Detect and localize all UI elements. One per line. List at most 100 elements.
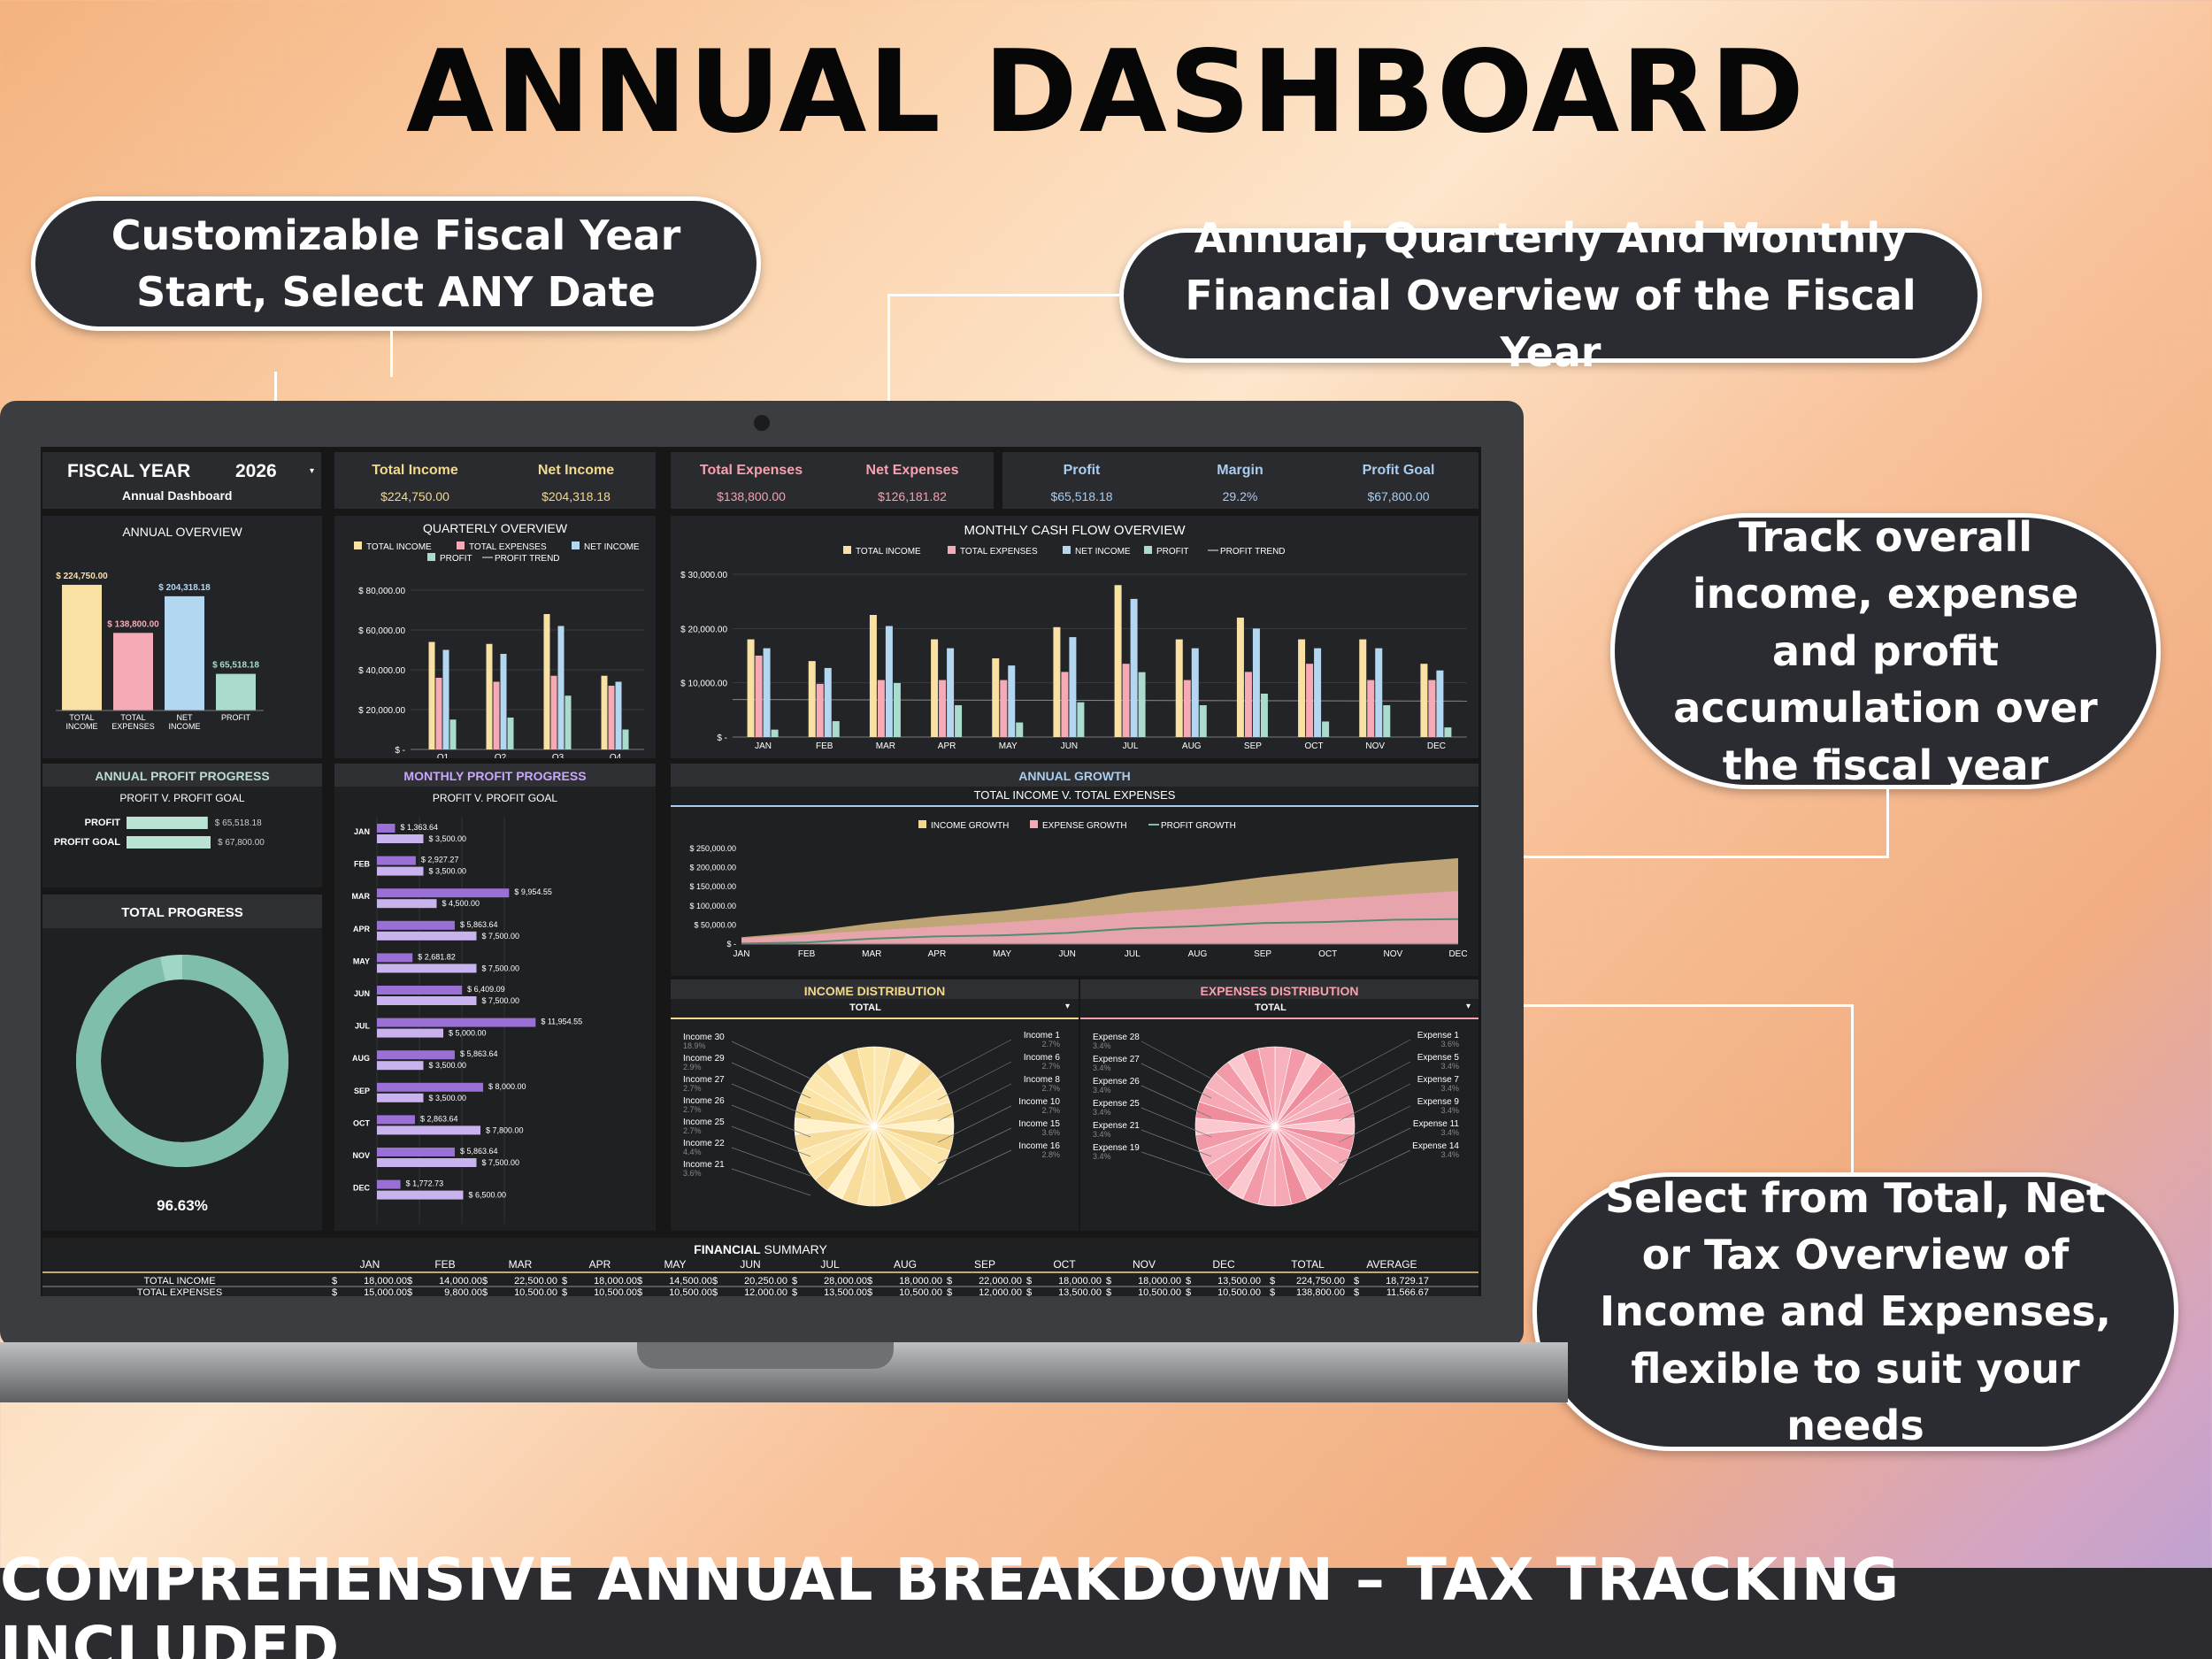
currency-sign: $	[792, 1276, 797, 1286]
table-cell: 18,000.00	[899, 1276, 942, 1286]
kpi-label: Total Expenses	[699, 463, 803, 478]
chevron-down-icon[interactable]: ▾	[310, 466, 315, 476]
expense-dist-selector[interactable]: TOTAL	[1255, 1002, 1286, 1013]
pie-label: Expense 1	[1417, 1031, 1460, 1041]
bar	[615, 681, 622, 749]
table-cell: 10,500.00	[514, 1287, 557, 1296]
currency-sign: $	[712, 1287, 718, 1296]
monthly-profit-chart: JAN $ 1,363.64 $ 3,500.00 FEB $ 2,927.27 $ 3,…	[352, 817, 582, 1224]
tick-label: $ 80,000.00	[358, 587, 405, 596]
column-header: MAY	[664, 1258, 686, 1271]
bar	[1000, 680, 1008, 737]
pie-percent: 2.8%	[1041, 1150, 1060, 1159]
table-cell: 138,800.00	[1296, 1287, 1345, 1296]
currency-sign: $	[947, 1287, 952, 1296]
footer-banner: COMPREHENSIVE ANNUAL BREAKDOWN – TAX TRA…	[0, 1546, 2212, 1659]
goal-value: $ 3,500.00	[429, 867, 467, 876]
category-label: JAN	[755, 741, 772, 751]
category-label: NET	[177, 713, 194, 722]
leader-line	[1338, 1083, 1411, 1122]
table-cell: 13,500.00	[1217, 1276, 1261, 1286]
goal-bar	[377, 1028, 443, 1038]
legend-label: TOTAL INCOME	[856, 547, 921, 557]
bar	[113, 633, 153, 710]
leader-line	[731, 1104, 811, 1138]
quarterly-overview-panel: QUARTERLY OVERVIEW TOTAL INCOME TOTAL EXP…	[334, 516, 656, 758]
monthly-cash-flow-panel: MONTHLY CASH FLOW OVERVIEW TOTAL INCOME T…	[671, 516, 1479, 758]
pie-label: Income 6	[1024, 1053, 1061, 1063]
bar	[622, 729, 629, 749]
fiscal-year-panel[interactable]: FISCAL YEAR 2026 ▾ Annual Dashboard	[42, 452, 321, 509]
bar	[939, 680, 947, 737]
column-header: FEB	[434, 1258, 455, 1271]
leader-line	[1141, 1063, 1212, 1099]
leader-line	[1338, 1149, 1411, 1186]
table-cell: 18,729.17	[1386, 1276, 1429, 1286]
camera-icon	[754, 415, 770, 431]
currency-sign: $	[1026, 1276, 1032, 1286]
pie-label: Income 8	[1024, 1075, 1061, 1085]
category-label: FEB	[798, 949, 816, 959]
table-cell: 224,750.00	[1296, 1276, 1345, 1286]
month-label: DEC	[353, 1184, 371, 1193]
profit-bar	[377, 1115, 415, 1125]
bar	[1236, 618, 1244, 737]
kpi-value: $126,181.82	[878, 489, 947, 503]
income-dist-selector[interactable]: TOTAL	[849, 1002, 881, 1013]
tick-label: $ 20,000.00	[680, 625, 727, 634]
bar	[824, 667, 832, 737]
pie-label: Expense 5	[1417, 1053, 1460, 1063]
table-cell: 18,000.00	[594, 1276, 637, 1286]
leader-line	[731, 1041, 811, 1079]
category-label: SEP	[1254, 949, 1271, 959]
pie-label: Expense 26	[1093, 1077, 1140, 1087]
category-label: Q3	[552, 753, 565, 758]
category-label: JUL	[1123, 741, 1139, 751]
pie-percent: 3.4%	[1440, 1084, 1459, 1093]
pie-percent: 2.9%	[683, 1063, 702, 1071]
data-label: $ 204,318.18	[158, 583, 211, 593]
pie-label: Expense 11	[1413, 1119, 1460, 1129]
column-header: NOV	[1133, 1258, 1156, 1271]
bar	[755, 656, 763, 737]
category-label: PROFIT	[221, 713, 251, 722]
category-label: OCT	[1305, 741, 1324, 751]
bar-label: PROFIT	[85, 818, 121, 828]
goal-bar	[377, 866, 424, 876]
pie-label: Expense 27	[1093, 1055, 1140, 1064]
bar	[507, 718, 514, 749]
legend-label: TOTAL INCOME	[366, 542, 432, 552]
pie-percent: 2.7%	[1041, 1062, 1060, 1071]
legend-label: PROFIT TREND	[1220, 547, 1286, 557]
profit-value: $ 5,863.64	[460, 1147, 498, 1156]
category-label: FEB	[816, 741, 833, 751]
pie-percent: 4.4%	[683, 1148, 702, 1156]
currency-sign: $	[562, 1287, 567, 1296]
bar	[442, 649, 449, 749]
profit-value: $ 2,863.64	[420, 1114, 458, 1123]
bar	[1244, 672, 1252, 737]
profit-bar	[377, 920, 455, 930]
leader-line	[1141, 1107, 1212, 1138]
table-cell: 10,500.00	[1217, 1287, 1261, 1296]
chevron-down-icon[interactable]: ▾	[1466, 1002, 1471, 1011]
pie-percent: 2.7%	[683, 1126, 702, 1135]
total-progress-title: TOTAL PROGRESS	[121, 905, 243, 920]
chevron-down-icon[interactable]: ▾	[1065, 1002, 1071, 1011]
category-label: JAN	[733, 949, 750, 959]
bar	[1053, 626, 1061, 737]
pie-percent: 2.7%	[683, 1105, 702, 1114]
donut-progress	[76, 955, 288, 1167]
legend-label: INCOME GROWTH	[931, 821, 1009, 831]
goal-value: $ 3,500.00	[429, 834, 467, 843]
profit-bar	[377, 856, 416, 865]
fiscal-year-value[interactable]: 2026	[235, 461, 277, 481]
tick-label: $ 250,000.00	[689, 844, 736, 853]
pie-percent: 3.6%	[1041, 1128, 1060, 1137]
category-label: MAR	[862, 949, 881, 959]
data-label: $ 224,750.00	[56, 572, 108, 581]
bar	[543, 614, 550, 749]
bar	[832, 721, 840, 737]
kpi-income-panel: Total Income $224,750.00 Net Income $204…	[334, 452, 656, 509]
